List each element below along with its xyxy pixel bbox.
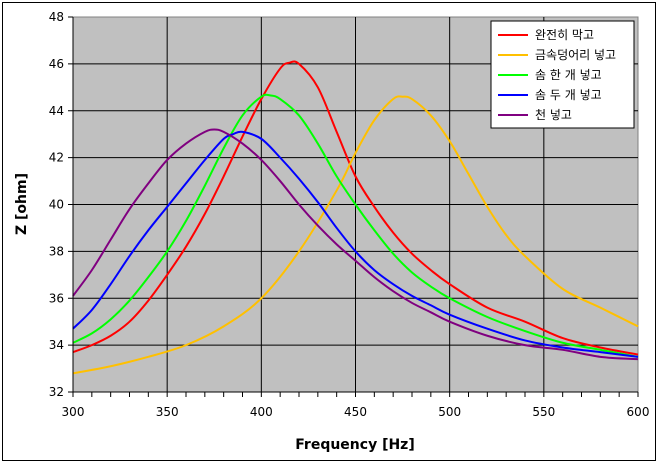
series-line-3 [72,93,639,358]
y-tick-label: 48 [49,10,64,24]
series-line-2 [72,95,639,375]
axes [68,16,639,397]
legend-label-1: 완전히 막고 [535,28,594,42]
y-tick-label: 46 [49,57,64,71]
legend-label-3: 솜 한 개 넣고 [535,68,602,82]
legend-label-4: 솜 두 개 넣고 [535,88,602,102]
x-tick-label: 550 [532,405,555,419]
x-tick-label: 600 [627,405,650,419]
y-tick-label: 40 [49,198,64,212]
x-tick-label: 450 [344,405,367,419]
tick-labels: 32 34 36 38 40 42 44 46 48 300 350 400 450 500 550 600 [49,10,650,419]
y-tick-label: 36 [49,291,64,305]
y-tick-label: 34 [49,338,64,352]
series-line-5 [72,128,639,361]
series-group [72,60,639,375]
y-tick-label: 42 [49,151,64,165]
legend-label-2: 금속덩어리 넣고 [535,48,616,62]
x-tick-label: 500 [438,405,461,419]
x-axis-label: Frequency [Hz] [295,437,414,453]
y-tick-label: 38 [49,244,64,258]
y-axis-label: Z [ohm] [14,173,30,235]
y-tick-label: 32 [49,385,64,399]
x-tick-label: 400 [250,405,273,419]
x-tick-label: 300 [62,405,85,419]
x-tick-label: 350 [156,405,179,419]
legend-label-5: 천 넣고 [535,107,572,122]
series-line-1 [72,60,639,356]
series-line-4 [72,130,639,358]
y-tick-label: 44 [49,104,64,118]
